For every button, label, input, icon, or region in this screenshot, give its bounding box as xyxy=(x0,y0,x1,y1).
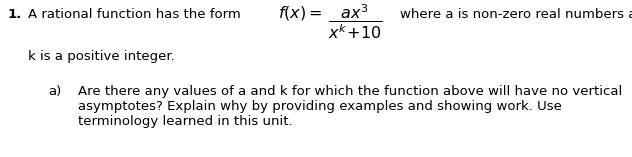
Text: $f(x) =$: $f(x) =$ xyxy=(278,4,322,22)
Text: k is a positive integer.: k is a positive integer. xyxy=(28,50,175,63)
Text: A rational function has the form: A rational function has the form xyxy=(28,8,241,21)
Text: asymptotes? Explain why by providing examples and showing work. Use: asymptotes? Explain why by providing exa… xyxy=(78,100,562,113)
Text: 1.: 1. xyxy=(8,8,22,21)
Text: Are there any values of a and k for which the function above will have no vertic: Are there any values of a and k for whic… xyxy=(78,85,623,98)
Text: terminology learned in this unit.: terminology learned in this unit. xyxy=(78,115,293,128)
Text: $\dfrac{ax^3}{x^k\!+\!10}$: $\dfrac{ax^3}{x^k\!+\!10}$ xyxy=(328,3,382,41)
Text: a): a) xyxy=(48,85,61,98)
Text: where a is non-zero real numbers and: where a is non-zero real numbers and xyxy=(400,8,632,21)
